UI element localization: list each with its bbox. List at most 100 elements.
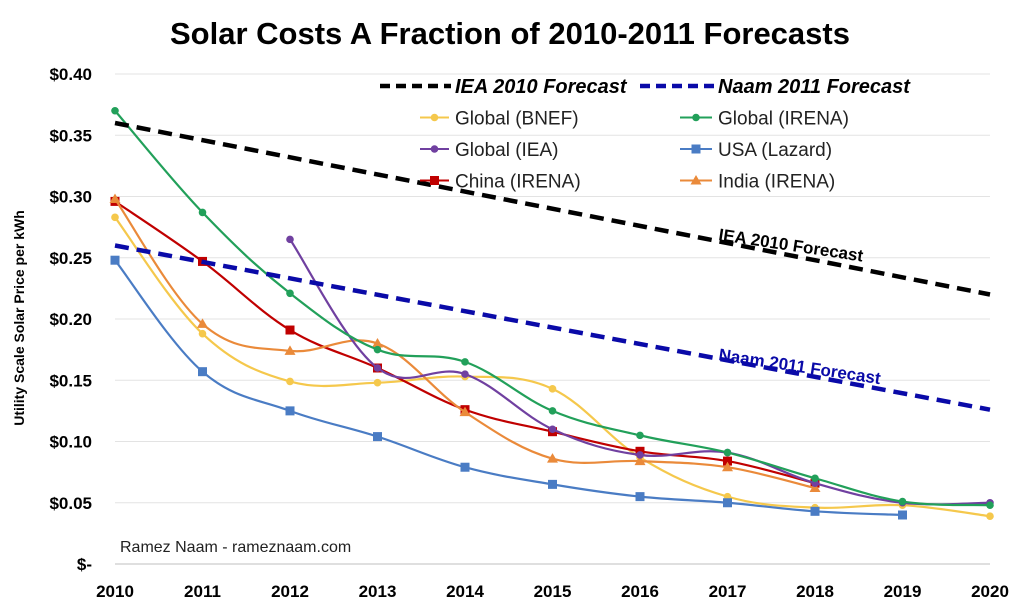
data-point bbox=[110, 255, 120, 265]
data-point bbox=[898, 510, 907, 520]
x-tick-label: 2015 bbox=[534, 582, 572, 601]
data-point bbox=[811, 474, 819, 483]
data-point bbox=[460, 462, 470, 472]
series-line bbox=[114, 216, 991, 518]
data-point bbox=[986, 512, 994, 521]
legend-marker bbox=[430, 145, 439, 153]
data-point bbox=[373, 364, 382, 372]
data-point bbox=[548, 407, 557, 415]
legend-item: Global (BNEF) bbox=[420, 109, 579, 130]
y-tick-label: $0.35 bbox=[49, 126, 92, 145]
data-point bbox=[723, 498, 732, 508]
data-point bbox=[461, 370, 469, 378]
series-line bbox=[114, 243, 991, 412]
legend-label: Global (IRENA) bbox=[718, 109, 849, 130]
data-point bbox=[634, 455, 646, 466]
series-line bbox=[114, 259, 903, 517]
legend-label: Global (BNEF) bbox=[455, 109, 579, 130]
data-point bbox=[198, 329, 207, 338]
data-point bbox=[723, 456, 732, 466]
y-tick-label: $0.30 bbox=[49, 188, 92, 207]
series-line bbox=[114, 198, 816, 490]
data-point bbox=[461, 358, 469, 366]
x-tick-label: 2016 bbox=[621, 582, 659, 601]
data-point bbox=[548, 479, 557, 489]
y-tick-label: $0.05 bbox=[49, 494, 92, 513]
data-point bbox=[109, 193, 121, 203]
y-tick-label: $0.20 bbox=[49, 310, 92, 329]
series-line bbox=[114, 120, 991, 297]
data-point bbox=[635, 492, 645, 502]
data-point bbox=[286, 377, 294, 386]
legend-marker bbox=[692, 113, 700, 122]
legend-label: USA (Lazard) bbox=[718, 140, 832, 161]
series-naam-2011-forecast bbox=[114, 243, 991, 412]
attribution: Ramez Naam - rameznaam.com bbox=[120, 539, 351, 556]
chart-title: Solar Costs A Fraction of 2010-2011 Fore… bbox=[170, 16, 850, 51]
series-iea-2010-forecast bbox=[114, 120, 991, 297]
legend-label: China (IRENA) bbox=[455, 172, 581, 193]
series-global-irena bbox=[111, 106, 994, 510]
data-point bbox=[111, 106, 119, 115]
x-tick-label: 2019 bbox=[884, 582, 922, 601]
data-point bbox=[372, 338, 383, 348]
x-tick-label: 2020 bbox=[971, 582, 1009, 601]
legend-marker bbox=[691, 144, 701, 154]
legend-label: IEA 2010 Forecast bbox=[455, 76, 628, 98]
legend-label: India (IRENA) bbox=[718, 172, 835, 193]
y-tick-label: $0.40 bbox=[49, 65, 92, 84]
legend-label: Naam 2011 Forecast bbox=[718, 76, 911, 98]
x-tick-label: 2011 bbox=[184, 582, 221, 601]
data-point bbox=[373, 378, 382, 387]
x-tick-label: 2012 bbox=[271, 582, 309, 601]
legend-item: Naam 2011 Forecast bbox=[640, 76, 911, 98]
x-tick-label: 2017 bbox=[709, 582, 747, 601]
data-point bbox=[898, 497, 907, 506]
data-point bbox=[636, 431, 644, 440]
y-axis-label: Utility Scale Solar Price per kWh bbox=[11, 210, 27, 426]
series-india-irena bbox=[109, 193, 821, 493]
legend-marker bbox=[430, 176, 439, 185]
data-point bbox=[547, 453, 558, 463]
data-point bbox=[198, 208, 207, 217]
data-point bbox=[722, 461, 733, 472]
y-tick-label: $0.25 bbox=[49, 249, 92, 268]
legend-item: IEA 2010 Forecast bbox=[380, 76, 628, 98]
data-point bbox=[636, 451, 644, 459]
data-point bbox=[810, 506, 820, 516]
x-tick-label: 2018 bbox=[796, 582, 834, 601]
data-point bbox=[459, 406, 471, 417]
y-tick-label: $- bbox=[77, 555, 92, 574]
legend-item: Global (IEA) bbox=[420, 140, 558, 161]
iea-forecast-line-label: IEA 2010 Forecast bbox=[717, 225, 864, 265]
data-point bbox=[723, 448, 732, 457]
series-line bbox=[114, 200, 816, 485]
data-point bbox=[373, 432, 382, 442]
x-tick-label: 2010 bbox=[96, 582, 134, 601]
data-point bbox=[197, 318, 208, 328]
data-point bbox=[198, 367, 207, 377]
data-point bbox=[111, 213, 119, 222]
y-tick-label: $0.10 bbox=[49, 433, 92, 452]
data-point bbox=[284, 345, 296, 355]
x-tick-label: 2014 bbox=[446, 582, 484, 601]
series-line bbox=[114, 110, 991, 507]
series-china-irena bbox=[110, 196, 820, 488]
series-line bbox=[289, 238, 991, 506]
series-global-iea bbox=[286, 235, 994, 507]
data-point bbox=[373, 345, 382, 354]
legend-label: Global (IEA) bbox=[455, 140, 558, 161]
legend-item: China (IRENA) bbox=[420, 172, 581, 193]
data-point bbox=[286, 235, 294, 244]
series-usa-lazard bbox=[110, 255, 907, 520]
data-point bbox=[286, 289, 294, 298]
naam-forecast-line-label: Naam 2011 Forecast bbox=[717, 345, 882, 388]
x-tick-label: 2013 bbox=[359, 582, 397, 601]
legend-marker bbox=[430, 113, 439, 122]
legend-item: Global (IRENA) bbox=[680, 109, 849, 130]
legend-marker bbox=[690, 175, 702, 185]
data-point bbox=[548, 385, 557, 393]
data-point bbox=[285, 406, 295, 416]
data-point bbox=[809, 482, 821, 493]
